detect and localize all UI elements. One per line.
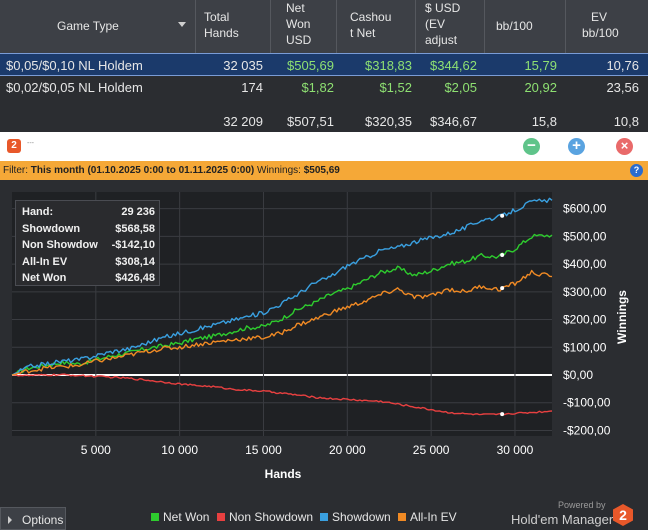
help-icon[interactable]: ? (630, 164, 643, 177)
y-tick-label: -$200,00 (563, 423, 611, 437)
zoom-in-button[interactable]: + (568, 138, 585, 155)
x-tick-label: 5 000 (81, 443, 111, 457)
x-tick-label: 30 000 (497, 443, 534, 457)
y-tick-label: $600,00 (563, 202, 607, 216)
table-row[interactable]: $0,05/$0,10 NL Holdem 32 035 $505,69 $31… (0, 53, 648, 76)
powered-by-label: Powered by (558, 500, 606, 510)
filter-period: This month (01.10.2025 0:00 to 01.11.202… (30, 165, 255, 176)
column-header-usd-ev-adjusted[interactable]: $ USD (EV adjust (416, 0, 485, 53)
legend-item-non-showdown[interactable]: Non Showdown (217, 510, 313, 524)
legend-swatch (320, 513, 328, 521)
legend-item-net-won[interactable]: Net Won (151, 510, 209, 524)
legend-swatch (151, 513, 159, 521)
options-button[interactable]: Options (0, 507, 66, 530)
hover-marker (500, 412, 505, 417)
y-tick-label: $0,00 (563, 368, 593, 382)
column-header-total-hands[interactable]: Total Hands (196, 0, 271, 53)
title-bar[interactable]: 2 --- − + × (0, 132, 648, 161)
window-title: --- (27, 140, 34, 147)
table-totals-row: 32 209 $507,51 $320,35 $346,67 15,8 10,8 (223, 114, 639, 129)
table-header: Game Type Total Hands Net Won USD Cashou… (0, 0, 648, 53)
x-axis-label: Hands (265, 467, 302, 481)
sort-arrow-icon[interactable] (178, 22, 186, 27)
x-tick-label: 10 000 (161, 443, 198, 457)
y-axis-label: Winnings (615, 290, 629, 344)
stats-table: Game Type Total Hands Net Won USD Cashou… (0, 0, 648, 132)
winnings-chart: 5 000 10 000 15 000 20 000 25 000 30 000 -$20… (11, 192, 629, 481)
filter-bar: Filter: This month (01.10.2025 0:00 to 0… (0, 161, 648, 180)
triangle-right-icon (8, 516, 12, 524)
y-tick-label: $100,00 (563, 340, 607, 354)
column-header-game-type[interactable]: Game Type (0, 0, 196, 53)
hover-marker (500, 252, 505, 257)
series-line-net-won (11, 233, 553, 376)
series-line-all-in-ev (11, 269, 553, 376)
legend-item-all-in-ev[interactable]: All-In EV (398, 510, 457, 524)
close-button[interactable]: × (616, 138, 633, 155)
brand-name: Hold'em Manager (511, 512, 614, 527)
y-tick-label: $300,00 (563, 285, 607, 299)
legend-swatch (398, 513, 406, 521)
table-row[interactable]: $0,02/$0,05 NL Holdem 174 $1,82 $1,52 $2… (6, 80, 639, 95)
column-header-net-won[interactable]: Net Won USD (271, 0, 337, 53)
x-tick-label: 25 000 (413, 443, 450, 457)
x-tick-label: 15 000 (245, 443, 282, 457)
hover-marker (500, 213, 505, 218)
brand-logo-icon: 2 (613, 504, 633, 526)
app-logo-icon: 2 (7, 139, 21, 153)
stats-box: Hand: 29 236 Showdown $568,58 Non Showdo… (15, 200, 160, 286)
y-tick-label: $400,00 (563, 257, 607, 271)
column-header-ev-bb100[interactable]: EV bb/100 (582, 10, 619, 40)
legend-swatch (217, 513, 225, 521)
hover-marker (500, 286, 505, 291)
series-line-non-showdown (11, 373, 553, 416)
y-tick-label: -$100,00 (563, 396, 611, 410)
y-tick-label: $500,00 (563, 229, 607, 243)
winnings-label: Winnings: (257, 165, 301, 176)
y-tick-label: $200,00 (563, 313, 607, 327)
winnings-value: $505,69 (303, 165, 340, 176)
zoom-out-button[interactable]: − (523, 138, 540, 155)
legend-item-showdown[interactable]: Showdown (320, 510, 391, 524)
filter-label: Filter: (3, 165, 28, 176)
x-tick-label: 20 000 (329, 443, 366, 457)
graph-window: 2 --- − + × Filter: This month (01.10.20… (0, 132, 648, 530)
series-line-showdown (11, 197, 553, 376)
column-header-bb100[interactable]: bb/100 (485, 0, 566, 53)
column-header-cashout-net[interactable]: Cashou t Net (337, 0, 416, 53)
